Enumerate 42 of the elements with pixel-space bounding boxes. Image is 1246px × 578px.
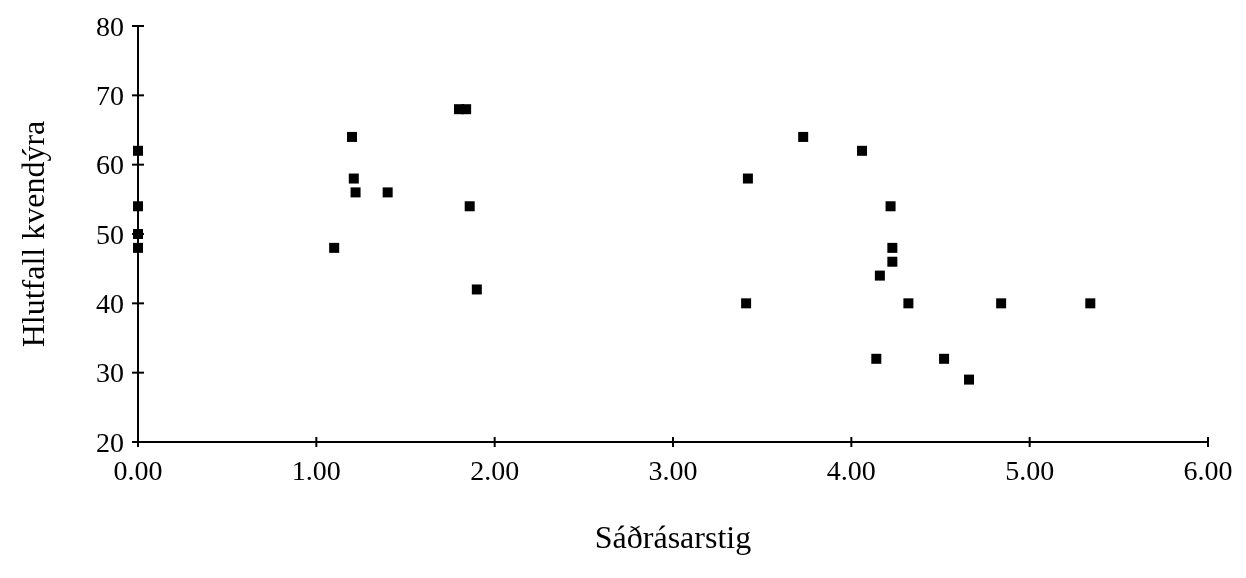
point bbox=[133, 201, 143, 212]
x-tick-label: 3.00 bbox=[648, 455, 698, 486]
point bbox=[741, 298, 752, 309]
y-tick-label: 70 bbox=[96, 80, 124, 112]
point bbox=[382, 187, 393, 198]
point bbox=[874, 270, 885, 281]
y-tick-label: 20 bbox=[96, 426, 124, 458]
point bbox=[461, 104, 472, 115]
y-tick-label: 50 bbox=[96, 218, 124, 250]
point bbox=[903, 298, 914, 309]
point bbox=[348, 173, 359, 184]
x-tick-label: 5.00 bbox=[1005, 455, 1055, 486]
point bbox=[133, 229, 143, 239]
point bbox=[857, 145, 868, 156]
point bbox=[742, 173, 753, 184]
point bbox=[464, 201, 475, 212]
x-axis-title: Sáðrásarstig bbox=[594, 519, 752, 555]
y-tick-label: 40 bbox=[96, 288, 124, 320]
y-tick-label: 80 bbox=[96, 10, 124, 42]
x-tick-label: 4.00 bbox=[826, 455, 876, 486]
point bbox=[1085, 298, 1096, 309]
point bbox=[871, 353, 882, 364]
point bbox=[964, 374, 975, 385]
point bbox=[939, 353, 950, 364]
point bbox=[798, 131, 809, 142]
x-tick-label: 1.00 bbox=[291, 455, 341, 486]
point bbox=[996, 298, 1007, 309]
x-tick-label: 6.00 bbox=[1183, 455, 1233, 486]
point bbox=[887, 242, 898, 253]
y-tick-label: 30 bbox=[96, 357, 124, 389]
y-axis-title: Hlutfall kvendýra bbox=[15, 120, 51, 348]
point bbox=[471, 284, 482, 295]
point bbox=[887, 256, 898, 267]
point bbox=[347, 131, 357, 142]
point bbox=[350, 187, 361, 198]
point bbox=[133, 145, 143, 156]
y-tick-label: 60 bbox=[96, 149, 124, 181]
x-tick-label: 2.00 bbox=[470, 455, 520, 486]
point bbox=[133, 242, 143, 253]
x-tick-label: 0.00 bbox=[113, 455, 163, 486]
point bbox=[885, 201, 896, 212]
point bbox=[329, 242, 340, 253]
